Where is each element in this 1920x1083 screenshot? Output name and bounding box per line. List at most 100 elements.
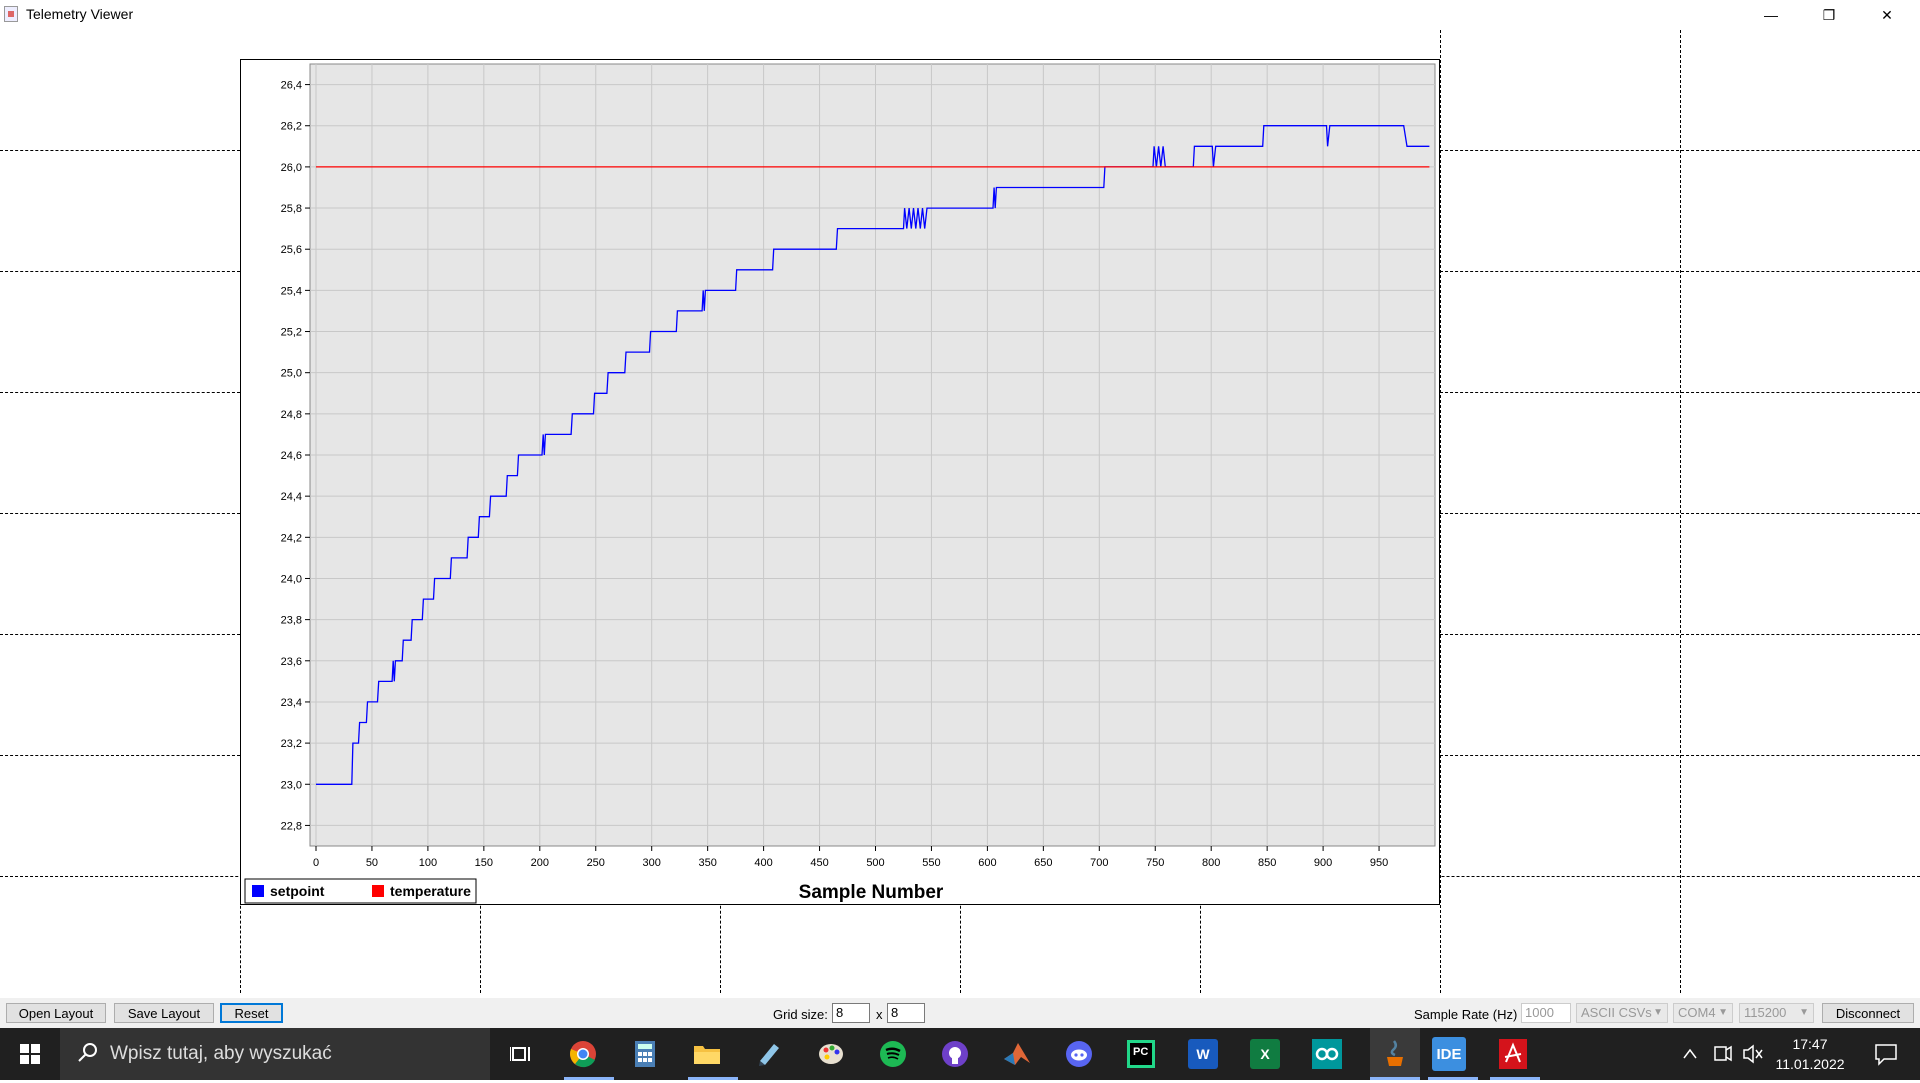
y-tick-label: 24,6 [281, 450, 302, 462]
y-tick-label: 26,2 [281, 121, 302, 133]
layout-grid-line [1440, 30, 1441, 993]
time-domain-chart[interactable]: 0 50 100 150 200 250 300 350 400 450 500 550 600 650 7… [240, 59, 1440, 905]
search-icon [78, 1043, 97, 1062]
taskbar: Wpisz tutaj, aby wyszukać PC W X ID [0, 1028, 1920, 1080]
legend-box [244, 878, 477, 904]
chart-svg: 0 50 100 150 200 250 300 350 400 450 500 550 600 650 7… [244, 63, 1436, 904]
clock-date: 11.01.2022 [1775, 1056, 1845, 1072]
title-bar: Telemetry Viewer — ❐ ✕ [0, 0, 1920, 30]
volume-muted-icon[interactable] [1742, 1028, 1764, 1080]
meet-now-icon[interactable] [1712, 1028, 1734, 1080]
grid-columns-input[interactable]: 8 [832, 1003, 870, 1023]
ide-running-indicator [1428, 1077, 1478, 1080]
clock-time: 17:47 [1792, 1036, 1828, 1052]
open-layout-button[interactable]: Open Layout [6, 1003, 106, 1023]
spotify-icon[interactable] [874, 1036, 912, 1072]
y-axis-ticks: 22,8 23,0 23,2 23,4 23,6 23,8 24,0 24,2 24,4 24,6… [281, 80, 310, 832]
maximize-button[interactable]: ❐ [1822, 6, 1836, 23]
arduino-icon[interactable] [1308, 1036, 1346, 1072]
notifications-icon[interactable] [1866, 1028, 1906, 1080]
x-tick-label: 750 [1146, 857, 1164, 869]
x-tick-label: 600 [978, 857, 996, 869]
java-running-indicator [1370, 1077, 1420, 1080]
y-tick-label: 23,6 [281, 656, 302, 668]
x-tick-label: 50 [366, 857, 378, 869]
paint-icon[interactable] [812, 1036, 850, 1072]
x-tick-label: 850 [1258, 857, 1276, 869]
y-tick-label: 25,8 [281, 203, 302, 215]
tray-chevron-up-icon[interactable] [1680, 1028, 1700, 1080]
x-tick-label: 900 [1314, 857, 1332, 869]
legend-swatch-setpoint [252, 885, 264, 897]
series-line-setpoint [316, 125, 1430, 785]
layout-workspace[interactable]: 0 50 100 150 200 250 300 350 400 450 500 550 600 650 7… [0, 30, 1920, 993]
minimize-button[interactable]: — [1764, 7, 1778, 23]
y-tick-label: 23,4 [281, 697, 302, 709]
matlab-icon[interactable] [998, 1036, 1036, 1072]
plot-series [316, 125, 1430, 785]
file-explorer-icon[interactable] [688, 1036, 726, 1072]
calculator-icon[interactable] [626, 1036, 664, 1072]
x-tick-label: 0 [313, 857, 319, 869]
app-icon [4, 6, 18, 22]
taskbar-clock[interactable]: 17:47 11.01.2022 [1760, 1034, 1860, 1074]
reset-button[interactable]: Reset [220, 1003, 283, 1023]
layout-grid-line [1200, 876, 1201, 993]
x-tick-label: 150 [475, 857, 493, 869]
baud-rate-value: 115200 [1744, 1005, 1787, 1020]
sample-rate-input[interactable]: 1000 [1521, 1003, 1571, 1023]
ide-icon[interactable]: IDE [1432, 1037, 1466, 1071]
x-tick-label: 400 [754, 857, 772, 869]
acrobat-running-indicator [1490, 1077, 1540, 1080]
legend-label-setpoint: setpoint [270, 883, 325, 899]
layout-grid-line [0, 271, 240, 272]
close-button[interactable]: ✕ [1881, 6, 1893, 23]
layout-grid-line [240, 876, 241, 993]
baud-rate-select[interactable]: 115200 ▼ [1739, 1003, 1814, 1023]
y-tick-label: 24,4 [281, 491, 302, 503]
task-view-icon[interactable] [502, 1036, 540, 1072]
packet-format-value: ASCII CSVs [1581, 1005, 1652, 1020]
y-tick-label: 23,2 [281, 738, 302, 750]
x-axis-ticks: 0 50 100 150 200 250 300 350 400 450 500 550 600 650 7… [313, 846, 1388, 869]
grid-x-label: x [876, 1007, 883, 1022]
x-tick-label: 950 [1370, 857, 1388, 869]
y-tick-label: 26,4 [281, 80, 302, 92]
legend-swatch-temperature [372, 885, 384, 897]
github-icon[interactable] [936, 1036, 974, 1072]
y-tick-label: 25,2 [281, 327, 302, 339]
y-tick-label: 23,8 [281, 615, 302, 627]
java-icon[interactable] [1370, 1028, 1420, 1080]
port-select[interactable]: COM4 ▼ [1673, 1003, 1733, 1023]
packet-format-select[interactable]: ASCII CSVs ▼ [1576, 1003, 1668, 1023]
bottom-control-bar: Open Layout Save Layout Reset Grid size:… [0, 998, 1920, 1028]
disconnect-button[interactable]: Disconnect [1822, 1003, 1914, 1023]
y-tick-label: 24,8 [281, 409, 302, 421]
chrome-icon[interactable] [564, 1036, 602, 1072]
save-layout-button[interactable]: Save Layout [114, 1003, 214, 1023]
x-tick-label: 350 [698, 857, 716, 869]
x-tick-label: 800 [1202, 857, 1220, 869]
y-tick-label: 25,4 [281, 285, 302, 297]
pycharm-label: PC [1133, 1046, 1149, 1058]
x-tick-label: 200 [531, 857, 549, 869]
notepad-icon[interactable] [750, 1036, 788, 1072]
discord-icon[interactable] [1060, 1036, 1098, 1072]
chevron-down-icon: ▼ [1718, 1007, 1728, 1018]
windows-start-icon[interactable] [0, 1028, 60, 1080]
layout-grid-line [0, 150, 240, 151]
x-tick-label: 650 [1034, 857, 1052, 869]
layout-grid-line [720, 876, 721, 993]
excel-icon[interactable]: X [1250, 1039, 1280, 1069]
word-icon[interactable]: W [1188, 1039, 1218, 1069]
grid-rows-input[interactable]: 8 [887, 1003, 925, 1023]
layout-grid-line [0, 755, 240, 756]
pycharm-icon[interactable]: PC [1122, 1036, 1160, 1072]
y-tick-label: 25,6 [281, 244, 302, 256]
taskbar-search-box[interactable]: Wpisz tutaj, aby wyszukać [60, 1028, 490, 1080]
acrobat-icon[interactable] [1494, 1036, 1532, 1072]
layout-grid-line [480, 876, 481, 993]
x-tick-label: 300 [643, 857, 661, 869]
explorer-running-indicator [688, 1077, 738, 1080]
x-tick-label: 450 [810, 857, 828, 869]
